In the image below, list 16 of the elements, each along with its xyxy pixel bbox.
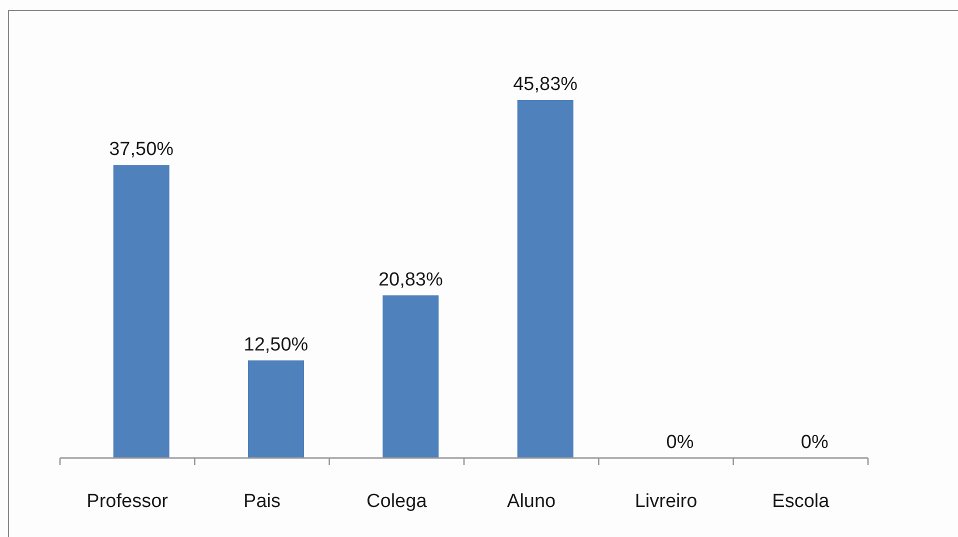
bar: [248, 360, 304, 458]
x-tick-label: Colega: [366, 491, 428, 512]
bar: [113, 165, 170, 458]
x-tick-label: Livreiro: [634, 491, 698, 512]
x-tick-label: Aluno: [507, 491, 556, 512]
data-label: 0%: [800, 432, 828, 453]
x-tick-label: Escola: [772, 491, 830, 512]
data-label: 0%: [666, 432, 694, 453]
x-tick-label: Pais: [244, 491, 280, 512]
x-tick-label: Professor: [86, 491, 169, 512]
data-label: 37,50%: [109, 139, 174, 160]
bar: [382, 295, 439, 458]
data-label: 20,83%: [378, 269, 443, 290]
bar: [517, 100, 574, 458]
data-label: 45,83%: [513, 74, 578, 95]
data-label: 12,50%: [244, 334, 308, 356]
